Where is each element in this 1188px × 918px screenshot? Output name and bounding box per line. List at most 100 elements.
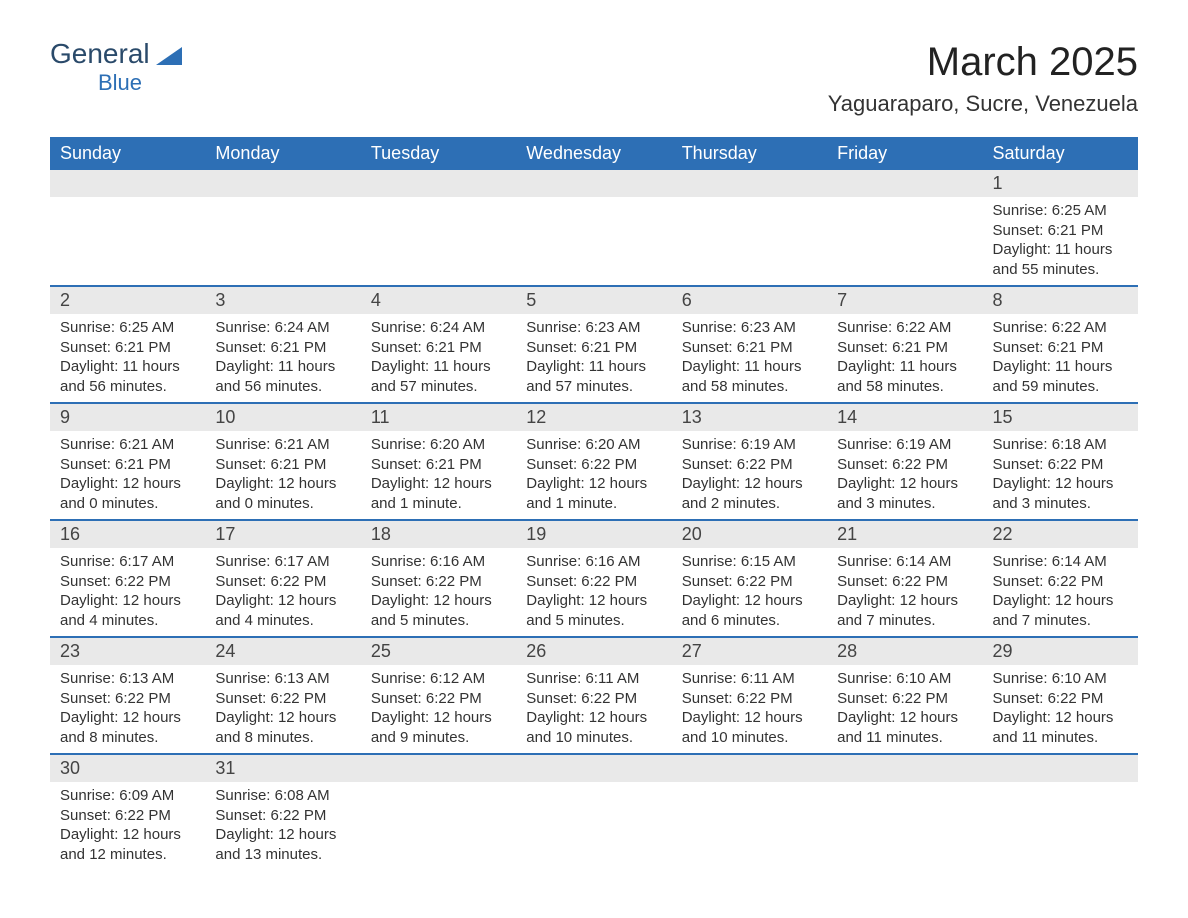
sunrise-line: Sunrise: 6:21 AM: [215, 435, 350, 455]
day-cell: Sunrise: 6:09 AMSunset: 6:22 PMDaylight:…: [50, 782, 205, 870]
sunrise-line: Sunrise: 6:22 AM: [993, 318, 1128, 338]
day-detail-row: Sunrise: 6:13 AMSunset: 6:22 PMDaylight:…: [50, 665, 1138, 754]
day-number-cell: 24: [205, 637, 360, 665]
sunrise-line: Sunrise: 6:17 AM: [215, 552, 350, 572]
sunset-line: Sunset: 6:22 PM: [993, 689, 1128, 709]
daylight-line: Daylight: 12 hours and 8 minutes.: [60, 708, 195, 747]
sunrise-line: Sunrise: 6:16 AM: [526, 552, 661, 572]
sunset-line: Sunset: 6:22 PM: [215, 572, 350, 592]
sunrise-line: Sunrise: 6:14 AM: [837, 552, 972, 572]
day-number-row: 3031: [50, 754, 1138, 782]
daylight-line: Daylight: 12 hours and 9 minutes.: [371, 708, 506, 747]
sunrise-line: Sunrise: 6:17 AM: [60, 552, 195, 572]
day-number-cell: 30: [50, 754, 205, 782]
sunrise-line: Sunrise: 6:13 AM: [215, 669, 350, 689]
day-number-cell: 16: [50, 520, 205, 548]
daylight-line: Daylight: 12 hours and 3 minutes.: [993, 474, 1128, 513]
sunset-line: Sunset: 6:22 PM: [682, 689, 817, 709]
day-cell: Sunrise: 6:12 AMSunset: 6:22 PMDaylight:…: [361, 665, 516, 754]
daylight-line: Daylight: 12 hours and 0 minutes.: [215, 474, 350, 513]
logo-line2: Blue: [98, 70, 142, 96]
day-number-cell: 21: [827, 520, 982, 548]
day-number-cell: 9: [50, 403, 205, 431]
daylight-line: Daylight: 11 hours and 59 minutes.: [993, 357, 1128, 396]
day-number-cell: [516, 170, 671, 197]
day-detail-row: Sunrise: 6:25 AMSunset: 6:21 PMDaylight:…: [50, 314, 1138, 403]
day-detail-row: Sunrise: 6:25 AMSunset: 6:21 PMDaylight:…: [50, 197, 1138, 286]
sunrise-line: Sunrise: 6:19 AM: [682, 435, 817, 455]
day-number-cell: [205, 170, 360, 197]
sunrise-line: Sunrise: 6:10 AM: [993, 669, 1128, 689]
sunrise-line: Sunrise: 6:11 AM: [526, 669, 661, 689]
weekday-header: Friday: [827, 137, 982, 170]
sunrise-line: Sunrise: 6:12 AM: [371, 669, 506, 689]
day-cell: Sunrise: 6:16 AMSunset: 6:22 PMDaylight:…: [361, 548, 516, 637]
daylight-line: Daylight: 12 hours and 4 minutes.: [60, 591, 195, 630]
daylight-line: Daylight: 12 hours and 7 minutes.: [837, 591, 972, 630]
sunrise-line: Sunrise: 6:23 AM: [682, 318, 817, 338]
day-number-cell: 4: [361, 286, 516, 314]
day-cell: Sunrise: 6:22 AMSunset: 6:21 PMDaylight:…: [983, 314, 1138, 403]
weekday-header: Wednesday: [516, 137, 671, 170]
daylight-line: Daylight: 12 hours and 13 minutes.: [215, 825, 350, 864]
sunset-line: Sunset: 6:21 PM: [526, 338, 661, 358]
sunrise-line: Sunrise: 6:11 AM: [682, 669, 817, 689]
sunset-line: Sunset: 6:22 PM: [682, 455, 817, 475]
day-cell: Sunrise: 6:10 AMSunset: 6:22 PMDaylight:…: [827, 665, 982, 754]
sunset-line: Sunset: 6:22 PM: [682, 572, 817, 592]
day-number-cell: 29: [983, 637, 1138, 665]
header: General Blue March 2025 Yaguaraparo, Suc…: [50, 40, 1138, 117]
day-cell: [827, 782, 982, 870]
location: Yaguaraparo, Sucre, Venezuela: [828, 91, 1138, 117]
weekday-header-row: SundayMondayTuesdayWednesdayThursdayFrid…: [50, 137, 1138, 170]
sunset-line: Sunset: 6:22 PM: [993, 455, 1128, 475]
day-number-row: 9101112131415: [50, 403, 1138, 431]
sunrise-line: Sunrise: 6:20 AM: [371, 435, 506, 455]
sunset-line: Sunset: 6:21 PM: [60, 455, 195, 475]
sunrise-line: Sunrise: 6:10 AM: [837, 669, 972, 689]
day-cell: [361, 197, 516, 286]
day-number-cell: [361, 170, 516, 197]
sunset-line: Sunset: 6:22 PM: [526, 455, 661, 475]
day-number-cell: 25: [361, 637, 516, 665]
day-number-cell: 15: [983, 403, 1138, 431]
day-number-cell: 13: [672, 403, 827, 431]
day-number-cell: 27: [672, 637, 827, 665]
calendar-table: SundayMondayTuesdayWednesdayThursdayFrid…: [50, 137, 1138, 870]
day-cell: Sunrise: 6:24 AMSunset: 6:21 PMDaylight:…: [361, 314, 516, 403]
day-cell: Sunrise: 6:25 AMSunset: 6:21 PMDaylight:…: [50, 314, 205, 403]
sunrise-line: Sunrise: 6:22 AM: [837, 318, 972, 338]
logo-sail-icon: [156, 45, 182, 72]
day-number-cell: 23: [50, 637, 205, 665]
day-number-cell: 1: [983, 170, 1138, 197]
weekday-header: Saturday: [983, 137, 1138, 170]
sunset-line: Sunset: 6:21 PM: [215, 455, 350, 475]
month-title: March 2025: [828, 40, 1138, 85]
sunrise-line: Sunrise: 6:18 AM: [993, 435, 1128, 455]
day-number-cell: 28: [827, 637, 982, 665]
sunset-line: Sunset: 6:21 PM: [837, 338, 972, 358]
daylight-line: Daylight: 12 hours and 1 minute.: [371, 474, 506, 513]
daylight-line: Daylight: 12 hours and 1 minute.: [526, 474, 661, 513]
day-cell: Sunrise: 6:16 AMSunset: 6:22 PMDaylight:…: [516, 548, 671, 637]
sunrise-line: Sunrise: 6:14 AM: [993, 552, 1128, 572]
day-number-cell: 7: [827, 286, 982, 314]
day-cell: Sunrise: 6:17 AMSunset: 6:22 PMDaylight:…: [50, 548, 205, 637]
day-number-cell: [827, 170, 982, 197]
daylight-line: Daylight: 12 hours and 7 minutes.: [993, 591, 1128, 630]
day-number-cell: 3: [205, 286, 360, 314]
sunset-line: Sunset: 6:22 PM: [526, 689, 661, 709]
day-number-row: 1: [50, 170, 1138, 197]
day-cell: Sunrise: 6:13 AMSunset: 6:22 PMDaylight:…: [205, 665, 360, 754]
sunrise-line: Sunrise: 6:09 AM: [60, 786, 195, 806]
day-number-cell: 2: [50, 286, 205, 314]
sunrise-line: Sunrise: 6:20 AM: [526, 435, 661, 455]
title-block: March 2025 Yaguaraparo, Sucre, Venezuela: [828, 40, 1138, 117]
day-number-cell: [672, 754, 827, 782]
daylight-line: Daylight: 12 hours and 10 minutes.: [682, 708, 817, 747]
day-cell: [983, 782, 1138, 870]
day-number-cell: 10: [205, 403, 360, 431]
sunrise-line: Sunrise: 6:23 AM: [526, 318, 661, 338]
day-number-cell: [983, 754, 1138, 782]
daylight-line: Daylight: 12 hours and 12 minutes.: [60, 825, 195, 864]
